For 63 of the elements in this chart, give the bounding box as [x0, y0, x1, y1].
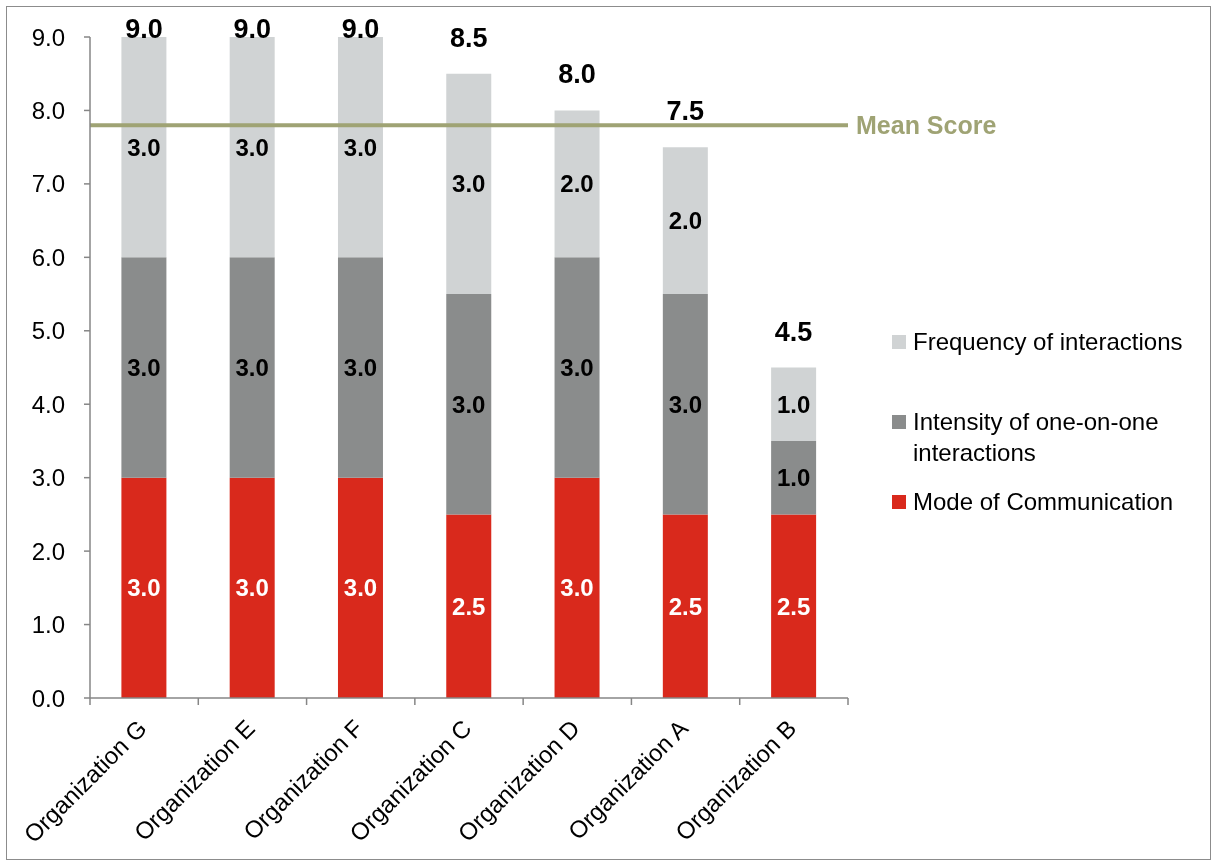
data-label: 3.0 [127, 354, 161, 382]
bar [662, 294, 708, 515]
total-label: 7.5 [666, 96, 705, 127]
y-tick-label: 9.0 [31, 23, 65, 51]
y-tick-label: 7.0 [31, 170, 65, 198]
data-label: 3.0 [452, 170, 486, 198]
bar [771, 514, 817, 698]
y-tick-label: 8.0 [31, 96, 65, 124]
y-tick-label: 4.0 [31, 390, 65, 418]
legend-label: Frequency of interactions [913, 327, 1184, 357]
data-label: 3.0 [235, 354, 269, 382]
bar [121, 37, 167, 258]
data-label: 1.0 [776, 390, 811, 418]
data-label: 3.0 [452, 390, 486, 418]
bar [554, 110, 600, 258]
legend-label: Intensity of one-on-one interactions [913, 407, 1160, 468]
bar [771, 440, 817, 515]
bar [121, 477, 167, 698]
data-label: 3.0 [560, 574, 594, 602]
data-label: 2.5 [668, 592, 703, 620]
total-label: 4.5 [774, 316, 813, 347]
data-label: 2.0 [560, 170, 594, 198]
bar [446, 73, 492, 295]
bar [337, 37, 383, 258]
y-tick-label: 6.0 [31, 243, 65, 271]
data-label: 3.0 [560, 354, 594, 382]
bar [121, 257, 167, 478]
bar [662, 147, 708, 295]
data-label: 3.0 [235, 133, 269, 161]
y-tick-label: 1.0 [31, 611, 65, 639]
bar [446, 514, 492, 698]
data-label: 3.0 [235, 574, 269, 602]
total-label: 9.0 [341, 14, 380, 44]
bar [229, 477, 275, 698]
data-label: 2.5 [776, 592, 811, 620]
data-label: 3.0 [343, 574, 378, 602]
y-tick-label: 3.0 [31, 464, 65, 492]
bar [229, 37, 275, 258]
data-label: 2.0 [668, 207, 703, 235]
data-label: 3.0 [127, 133, 161, 161]
bar [554, 477, 600, 698]
data-label: 3.0 [343, 354, 378, 382]
bar [446, 294, 492, 515]
total-label: 9.0 [125, 14, 163, 44]
data-label: 3.0 [343, 133, 378, 161]
data-label: 3.0 [127, 574, 161, 602]
bar [229, 257, 275, 478]
legend-label: Mode of Communication [913, 487, 1175, 517]
y-tick-label: 0.0 [31, 684, 65, 712]
ref-line-label: Mean Score [856, 111, 997, 140]
total-label: 8.5 [449, 22, 488, 53]
data-label: 3.0 [668, 390, 703, 418]
y-tick-label: 2.0 [31, 537, 65, 565]
bar [337, 477, 383, 698]
data-label: 1.0 [776, 464, 811, 492]
total-label: 8.0 [558, 59, 596, 90]
bar [554, 257, 600, 478]
y-tick-label: 5.0 [31, 317, 65, 345]
bar [771, 367, 817, 441]
bar [662, 514, 708, 698]
bar [337, 257, 383, 478]
data-label: 2.5 [452, 592, 486, 620]
total-label: 9.0 [233, 14, 271, 44]
